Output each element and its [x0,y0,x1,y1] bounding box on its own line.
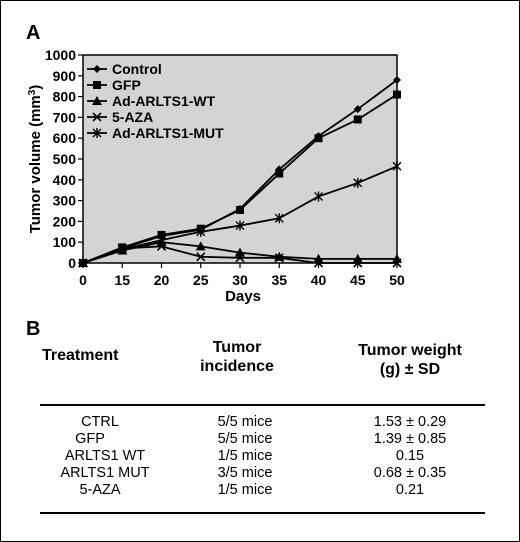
data-point [274,253,284,263]
data-point [157,235,166,246]
data-point [392,161,402,172]
legend-entry-1: GFP [87,77,141,93]
row-ctrl-treatment: CTRL [81,414,119,430]
legend-entry-0: Control [87,61,162,77]
header-incidence: Tumor incidence [172,338,302,376]
panel-b-label: B [26,318,41,340]
row-aza-weight: 0.21 [395,482,425,498]
legend-label: 5-AZA [112,109,153,125]
y-tick-label: 800 [53,89,77,105]
y-tick-label: 100 [53,234,77,250]
row-wt-incidence: 1/5 mice [217,448,273,464]
header-weight-line1: Tumor weight [358,342,462,359]
legend-marker [92,128,102,138]
legend-marker [92,112,102,122]
x-tick-label: 15 [114,272,130,288]
y-axis-label: Tumor volume (mm3) [27,85,45,234]
data-point [353,258,363,268]
data-point [393,90,401,99]
data-point [275,169,284,178]
data-point [196,252,206,262]
y-tick-label: 600 [53,130,77,146]
x-tick-label: 40 [311,272,327,288]
header-treatment: Treatment [42,346,172,365]
legend-label: Ad-ARLTS1-MUT [112,125,224,141]
data-point [236,205,244,214]
y-tick-label: 1000 [45,47,76,63]
header-incidence-line2: incidence [200,358,274,375]
row-aza-incidence: 1/5 mice [217,482,273,498]
data-point [235,253,245,263]
row-mut-treatment: ARLTS1 MUT [60,465,150,481]
y-tick-label: 700 [53,109,77,125]
row-wt-weight: 0.15 [395,448,425,464]
series-4 [78,161,402,268]
data-point [235,220,245,231]
panel-a-label: A [26,22,41,44]
data-point [353,115,362,124]
x-axis-label: Days [225,288,261,305]
row-ctrl-incidence: 5/5 mice [217,414,273,430]
data-point [313,258,324,268]
row-gfp-treatment: GFP [75,431,105,447]
legend-entry-3: 5-AZA [87,109,153,125]
row-mut-incidence: 3/5 mice [217,465,273,481]
y-tick-label: 0 [68,255,76,271]
header-incidence-line1: Tumor [212,339,262,356]
data-point [392,258,402,268]
y-tick-label: 200 [53,213,77,229]
x-tick-label: 20 [154,272,170,288]
x-tick-label: 35 [271,272,287,288]
x-tick-label: 45 [350,272,366,288]
legend-label: GFP [112,77,141,93]
data-point [353,105,362,114]
data-point [117,244,127,255]
header-weight: Tumor weight (g) ± SD [330,341,490,379]
legend-marker [93,65,101,73]
data-point [196,226,206,237]
row-mut-weight: 0.68 ± 0.35 [373,465,447,481]
legend-label: Control [112,61,162,77]
header-weight-line2: (g) ± SD [379,361,441,378]
y-tick-label: 400 [53,172,77,188]
y-tick-label: 900 [53,68,77,84]
data-point [314,191,323,202]
x-tick-label: 50 [389,272,405,288]
data-point [78,258,88,268]
data-point [157,230,166,239]
row-ctrl-weight: 1.53 ± 0.29 [373,414,447,430]
x-tick-label: 30 [232,272,248,288]
row-gfp-weight: 1.39 ± 0.85 [373,431,447,447]
row-wt-treatment: ARLTS1 WT [64,448,146,464]
legend-marker [92,96,102,105]
data-point [274,213,284,224]
legend-label: Ad-ARLTS1-WT [112,93,216,109]
row-aza-treatment: 5-AZA [79,482,121,498]
data-point [195,241,206,251]
x-tick-label: 25 [193,272,209,288]
data-point [314,134,323,143]
data-point [393,75,401,84]
table-top-rule [40,404,485,406]
data-point [353,177,363,188]
x-tick-label: 0 [79,272,87,288]
legend-marker [93,81,101,89]
table-bottom-rule [40,512,485,514]
header-treatment-text: Treatment [42,347,119,364]
legend-entry-2: Ad-ARLTS1-WT [87,93,216,109]
row-gfp-incidence: 5/5 mice [217,431,273,447]
y-tick-label: 500 [53,151,77,167]
tumor-volume-chart: 0 100 200 300 400 500 600 700 800 900 1000 0 15 20 25 3… [27,47,405,305]
legend-entry-4: Ad-ARLTS1-MUT [87,125,224,141]
y-tick-label: 300 [53,193,77,209]
